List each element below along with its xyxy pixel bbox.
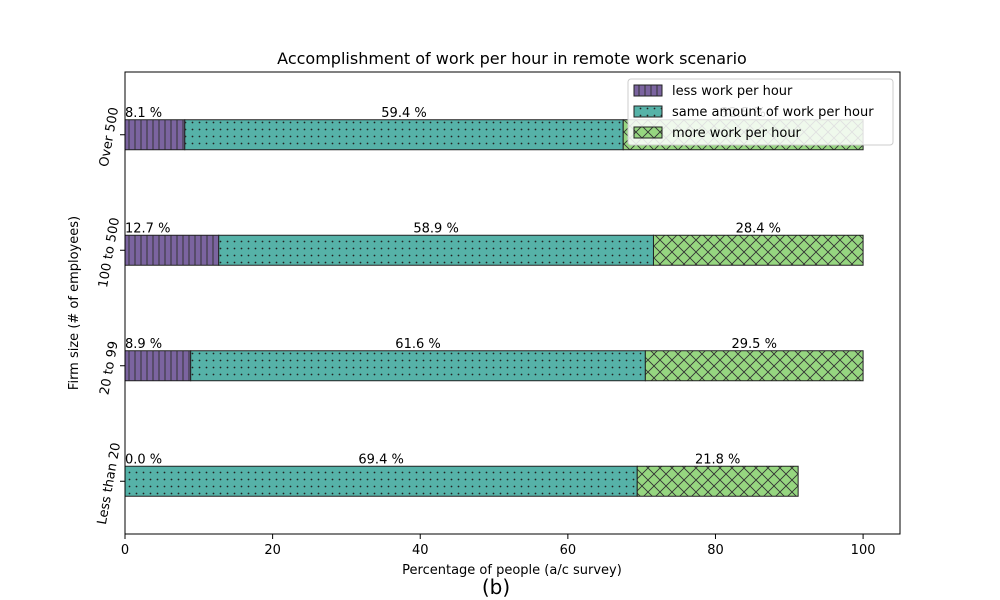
bar-hatch-2-0 [636, 465, 799, 497]
bar-hatch-0-3 [124, 119, 186, 151]
bar-hatch-2-1 [644, 350, 864, 382]
bar-hatch-2-2 [652, 234, 864, 266]
legend-swatch-hatch-2 [633, 126, 663, 139]
data-label-1-1: 61.6 % [395, 337, 440, 352]
data-label-2-1: 29.5 % [732, 337, 777, 352]
bar-hatch-0-1 [124, 350, 192, 382]
y-tick-label-3: Over 500 [97, 106, 122, 168]
data-label-0-0: 0.0 % [125, 452, 162, 467]
bar-hatch-1-0 [124, 465, 638, 497]
x-tick-label-4: 80 [707, 543, 724, 558]
data-label-2-2: 28.4 % [736, 221, 781, 236]
legend-swatch-hatch-0 [633, 84, 663, 97]
figure-caption: (b) [482, 575, 510, 599]
legend-swatch-hatch-1 [633, 105, 663, 118]
data-label-0-2: 12.7 % [125, 221, 170, 236]
plot-frame [124, 71, 901, 535]
legend-label-0: less work per hour [672, 84, 793, 99]
data-label-2-0: 21.8 % [695, 452, 740, 467]
data-labels: 0.0 % 69.4 % 21.8 % 8.9 % 61.6 % 29.5 % 12.7 %… [125, 106, 781, 468]
data-label-0-1: 8.9 % [125, 337, 162, 352]
data-label-1-3: 59.4 % [381, 106, 426, 121]
x-axis-ticks: 0 20 40 60 80 100 [121, 534, 876, 558]
legend-label-2: more work per hour [672, 126, 802, 141]
legend-items: less work per hour same amount of work pe… [633, 84, 874, 141]
data-label-1-0: 69.4 % [358, 452, 403, 467]
bars-layer [124, 119, 864, 497]
x-tick-label-2: 40 [412, 543, 429, 558]
bar-hatch-0-2 [124, 234, 220, 266]
legend: less work per hour same amount of work pe… [627, 78, 894, 146]
y-tick-label-1: 20 to 99 [97, 340, 121, 396]
x-tick-label-1: 20 [264, 543, 281, 558]
data-label-1-2: 58.9 % [413, 221, 458, 236]
x-tick-label-3: 60 [560, 543, 577, 558]
x-tick-label-0: 0 [121, 543, 129, 558]
bar-hatch-1-3 [184, 119, 624, 151]
y-axis-label: Firm size (# of employees) [67, 216, 82, 390]
data-label-0-3: 8.1 % [125, 106, 162, 121]
chart-title: Accomplishment of work per hour in remot… [277, 49, 747, 68]
y-tick-label-0: Less than 20 [95, 442, 124, 526]
legend-box [627, 78, 894, 146]
bar-hatch-1-2 [218, 234, 654, 266]
y-axis-ticks: Less than 20 20 to 99 100 to 500 Over 500 [95, 106, 125, 526]
bar-hatch-1-1 [190, 350, 646, 382]
x-tick-label-5: 100 [851, 543, 876, 558]
x-axis-label: Percentage of people (a/c survey) [402, 563, 622, 578]
legend-label-1: same amount of work per hour [672, 105, 874, 120]
y-tick-label-2: 100 to 500 [96, 216, 123, 288]
